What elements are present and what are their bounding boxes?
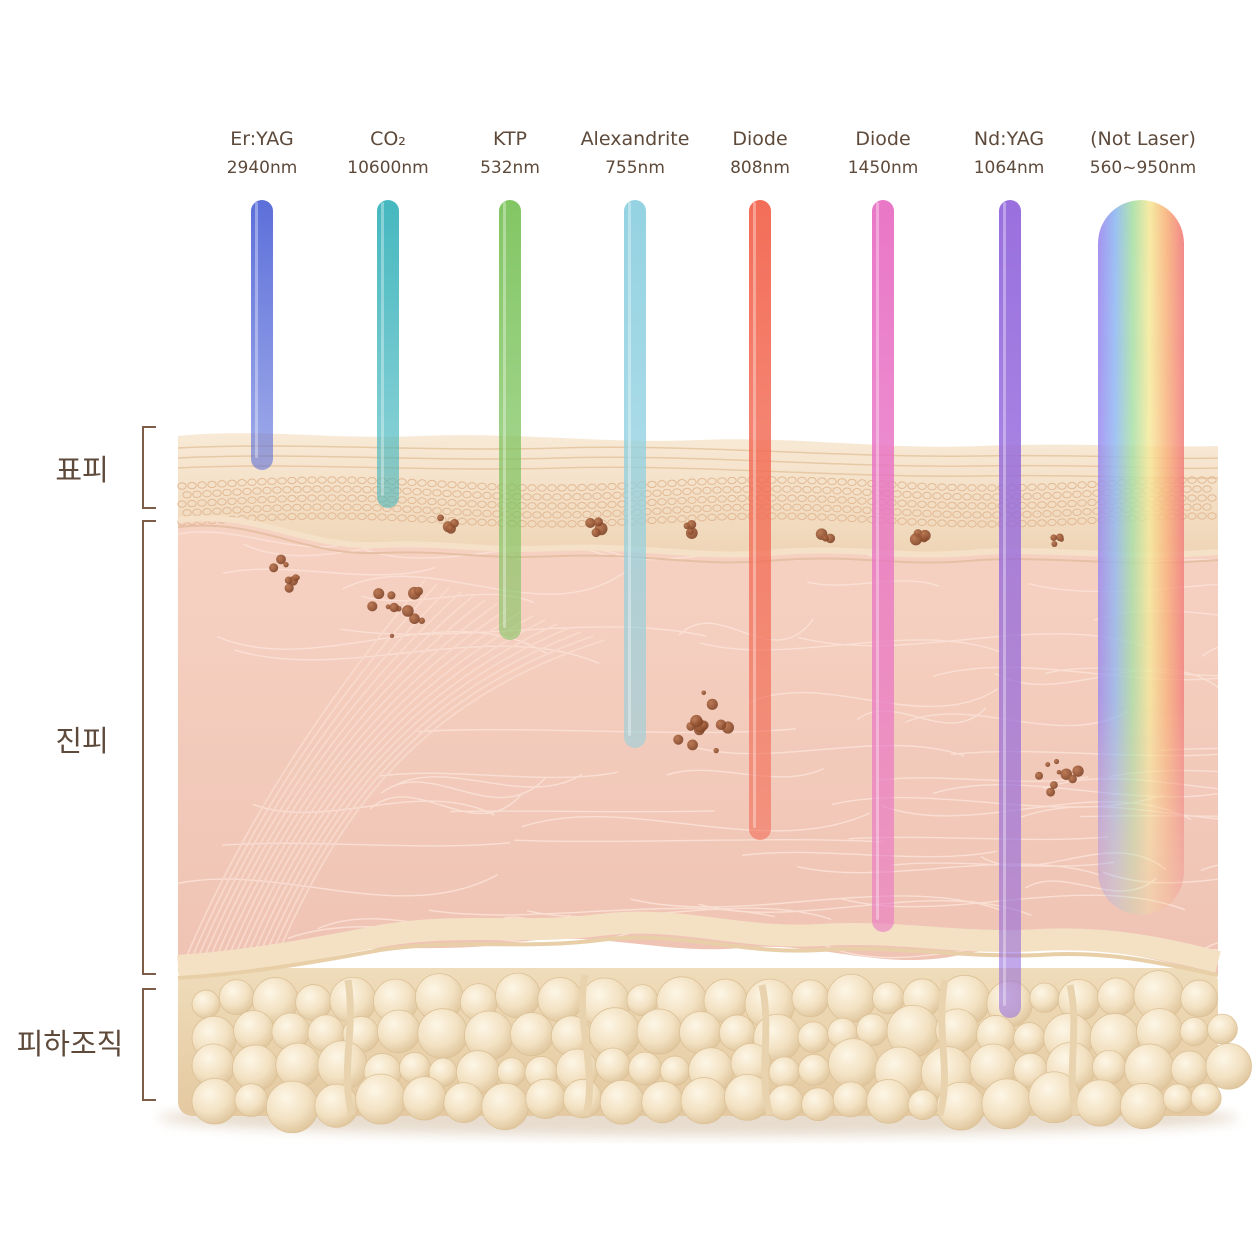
dermis-layer [177,518,1221,980]
layer-label-subcutis: 피하조직 [16,1027,124,1061]
laser-name: Nd:YAG [973,128,1045,150]
laser-wavelength: 10600nm [347,158,429,178]
subcutis-fat-layer [178,968,1252,1134]
melanin-pigment-clusters [269,514,1084,797]
dermis-bracket [142,520,156,975]
laser-name: Alexandrite [580,128,690,150]
laser-wavelength: 755nm [605,158,665,178]
laser-name: Er:YAG [230,128,294,150]
subcutis-bracket [142,988,156,1101]
laser-name: Diode [855,128,911,150]
laser-beams [251,200,1184,1018]
laser-name: CO₂ [370,128,406,150]
laser-wavelength: 532nm [480,158,540,178]
beam-alexandrite-755nm [624,200,646,748]
epidermis-layer [177,433,1219,564]
beam-not-laser [1098,200,1184,915]
epidermis-bracket [142,426,156,509]
beam-nd-yag-1064nm [999,200,1021,1018]
beam-diode-808nm [749,200,771,840]
laser-wavelength: 1450nm [847,158,919,178]
laser-label-ktp: KTP 532nm [435,127,585,180]
laser-label-alexandrite: Alexandrite 755nm [560,127,710,180]
beam-diode-1450nm [872,200,894,932]
laser-name: Diode [732,128,788,150]
laser-label-not-laser: (Not Laser) 560~950nm [1068,127,1218,180]
laser-wavelength: 808nm [730,158,790,178]
laser-wavelength: 2940nm [226,158,298,178]
laser-wavelength: 1064nm [973,158,1045,178]
beam-co--10600nm [377,200,399,508]
laser-label-nd-yag: Nd:YAG 1064nm [934,127,1084,180]
beam-ktp-532nm [499,200,521,640]
laser-label-co2: CO₂ 10600nm [313,127,463,180]
laser-label-er-yag: Er:YAG 2940nm [187,127,337,180]
layer-label-epidermis: 표피 [55,453,109,487]
laser-name: (Not Laser) [1090,128,1196,150]
layer-label-dermis: 진피 [55,724,109,758]
laser-label-diode-1450: Diode 1450nm [808,127,958,180]
laser-name: KTP [492,128,528,150]
laser-wavelength: 560~950nm [1089,158,1197,178]
laser-label-diode-808: Diode 808nm [685,127,835,180]
beam-er-yag-2940nm [251,200,273,470]
